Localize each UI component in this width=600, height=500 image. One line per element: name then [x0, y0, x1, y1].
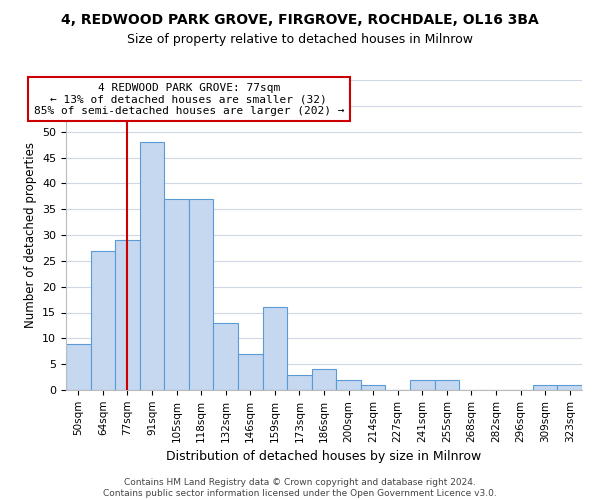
Bar [214, 323, 238, 390]
Bar [312, 370, 336, 390]
Bar [238, 354, 263, 390]
Bar [533, 385, 557, 390]
Bar [66, 344, 91, 390]
Bar [336, 380, 361, 390]
Bar [410, 380, 434, 390]
Y-axis label: Number of detached properties: Number of detached properties [23, 142, 37, 328]
Bar [91, 250, 115, 390]
Bar [189, 199, 214, 390]
Bar [287, 374, 312, 390]
Text: Size of property relative to detached houses in Milnrow: Size of property relative to detached ho… [127, 32, 473, 46]
Bar [164, 199, 189, 390]
Text: Contains HM Land Registry data © Crown copyright and database right 2024.
Contai: Contains HM Land Registry data © Crown c… [103, 478, 497, 498]
Bar [115, 240, 140, 390]
Bar [361, 385, 385, 390]
Bar [434, 380, 459, 390]
Bar [263, 308, 287, 390]
X-axis label: Distribution of detached houses by size in Milnrow: Distribution of detached houses by size … [166, 450, 482, 463]
Bar [140, 142, 164, 390]
Bar [557, 385, 582, 390]
Text: 4 REDWOOD PARK GROVE: 77sqm
← 13% of detached houses are smaller (32)
85% of sem: 4 REDWOOD PARK GROVE: 77sqm ← 13% of det… [34, 82, 344, 116]
Text: 4, REDWOOD PARK GROVE, FIRGROVE, ROCHDALE, OL16 3BA: 4, REDWOOD PARK GROVE, FIRGROVE, ROCHDAL… [61, 12, 539, 26]
